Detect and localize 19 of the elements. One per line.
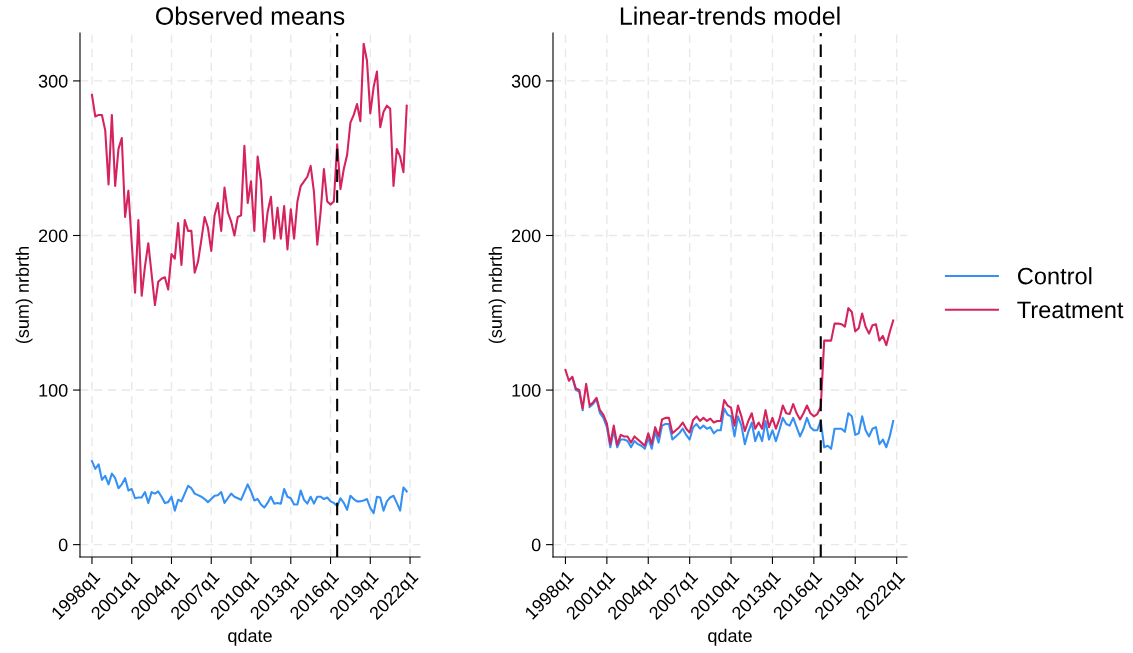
y-tick-label: 100	[512, 384, 541, 397]
y-tick-label: 200	[38, 229, 68, 243]
line-series	[564, 307, 895, 447]
line-series	[90, 42, 408, 307]
y-axis-title: (sum) nrbrth	[15, 247, 33, 344]
y-tick-label: 300	[511, 74, 541, 88]
chart-title: Linear-trends model	[620, 6, 840, 25]
y-tick-label: 200	[511, 229, 541, 243]
chart-title: Observed means	[156, 6, 345, 25]
legend-label: Control	[1017, 267, 1092, 285]
x-axis-title: qdate	[228, 628, 272, 646]
y-axis-title: (sum) nrbrth	[488, 247, 506, 344]
line-series	[90, 460, 408, 515]
y-tick-label: 300	[38, 74, 68, 88]
y-tick-label: 0	[531, 538, 541, 552]
y-tick-label: 100	[39, 384, 68, 397]
x-axis-title: qdate	[708, 628, 752, 646]
y-tick-label: 0	[58, 538, 68, 552]
legend-label: Treatment	[1017, 301, 1124, 319]
